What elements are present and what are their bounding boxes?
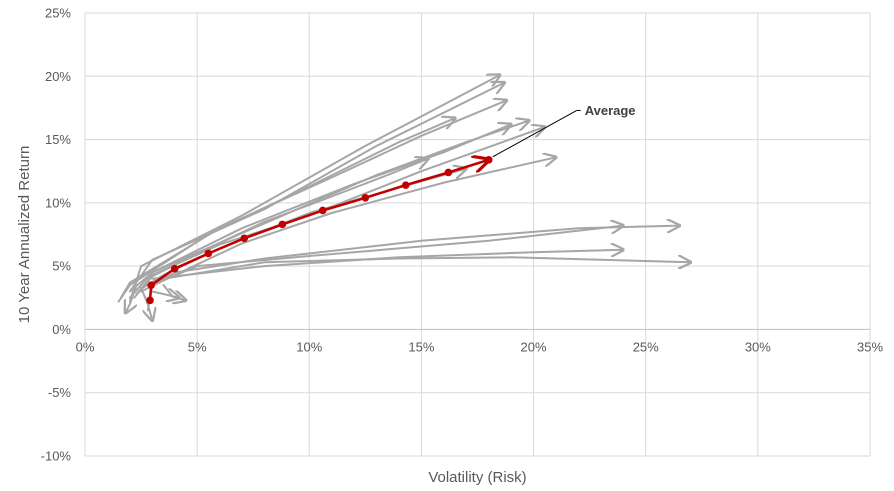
y-tick-label: 0% bbox=[52, 322, 71, 337]
average-point bbox=[401, 181, 410, 189]
average-point bbox=[278, 220, 287, 229]
average-point bbox=[204, 249, 213, 258]
series-line-17 bbox=[140, 286, 152, 321]
x-tick-label: 5% bbox=[188, 339, 207, 354]
series-line-8 bbox=[135, 159, 429, 295]
average-point bbox=[146, 296, 154, 305]
axes: 0% 5% 10% 15% 20% 25% 30% 35%25%20%15%10%5%0%-5… bbox=[41, 6, 884, 464]
series-line-6 bbox=[128, 121, 529, 299]
average-point bbox=[361, 193, 370, 202]
y-tick-label: 15% bbox=[45, 132, 71, 147]
annotation-group: Average bbox=[492, 103, 636, 158]
series-line-1 bbox=[128, 75, 500, 303]
y-tick-label: 20% bbox=[45, 69, 71, 84]
average-point bbox=[240, 234, 249, 243]
average-point bbox=[170, 264, 179, 273]
series-line-4 bbox=[117, 118, 456, 303]
x-tick-label: 30% bbox=[745, 339, 771, 354]
y-tick-label: 25% bbox=[45, 6, 71, 21]
average-annotation-label: Average bbox=[585, 103, 636, 118]
series-group bbox=[117, 75, 691, 321]
y-tick-label: 5% bbox=[52, 259, 71, 274]
y-tick-label: 10% bbox=[45, 195, 71, 210]
y-tick-label: -10% bbox=[41, 449, 72, 464]
x-tick-label: 25% bbox=[633, 339, 659, 354]
average-point bbox=[318, 206, 327, 215]
average-point bbox=[444, 168, 453, 177]
series-line-2 bbox=[128, 83, 505, 293]
average-annotation-leader bbox=[492, 110, 577, 158]
average-point bbox=[484, 156, 493, 164]
series-line-7 bbox=[133, 127, 545, 299]
average-point bbox=[147, 281, 155, 289]
y-axis-title: 10 Year Annualized Return bbox=[16, 146, 33, 324]
series-line-11 bbox=[146, 226, 624, 312]
x-tick-label: 10% bbox=[296, 339, 322, 354]
x-axis-title: Volatility (Risk) bbox=[428, 469, 526, 486]
x-tick-label: 20% bbox=[521, 339, 547, 354]
series-line-14 bbox=[146, 257, 691, 287]
x-tick-label: 35% bbox=[857, 339, 883, 354]
series-line-16 bbox=[151, 292, 179, 298]
x-tick-label: 15% bbox=[408, 339, 434, 354]
y-tick-label: -5% bbox=[48, 385, 72, 400]
series-line-18 bbox=[125, 284, 138, 313]
series-line-12 bbox=[151, 226, 679, 287]
series-line-15 bbox=[162, 284, 186, 300]
